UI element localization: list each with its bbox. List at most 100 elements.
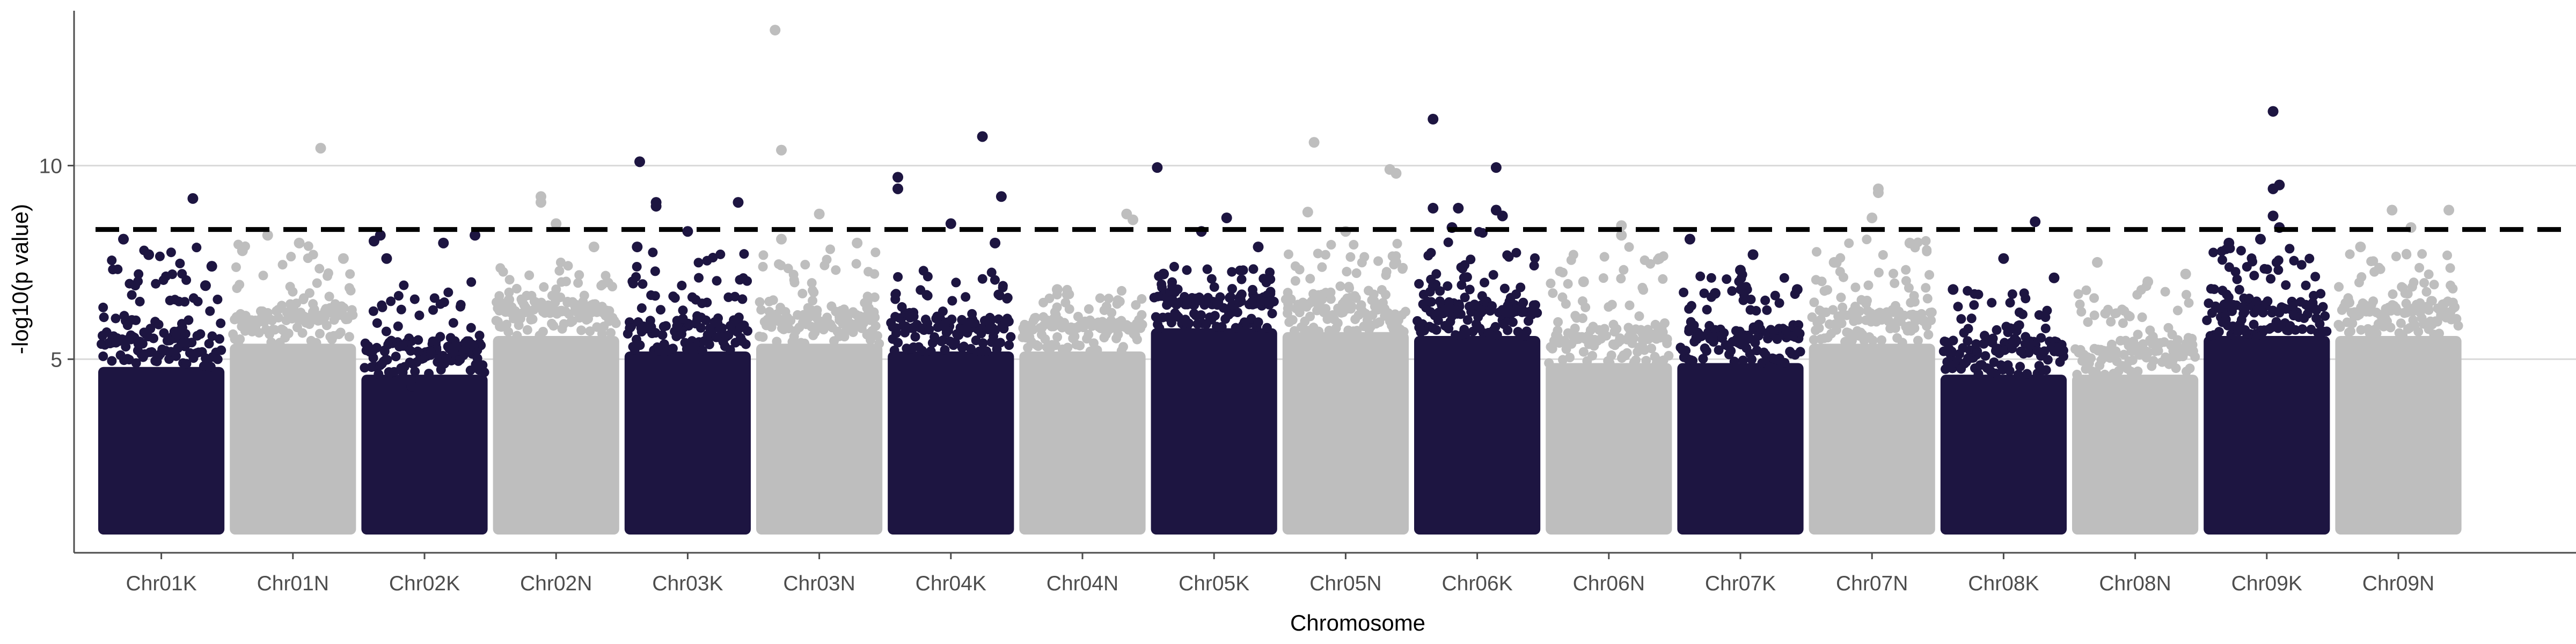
snp-point — [1391, 257, 1401, 267]
snp-point — [1828, 305, 1838, 315]
snp-point — [1518, 297, 1528, 308]
snp-point — [808, 286, 818, 296]
snp-point — [360, 338, 370, 348]
snp-point — [1283, 303, 1293, 313]
x-tick-label: Chr05K — [1179, 572, 1249, 595]
snp-point — [377, 302, 387, 312]
snp-point — [1184, 318, 1194, 328]
snp-point — [470, 230, 481, 241]
snp-point — [2372, 328, 2382, 339]
snp-point — [1418, 299, 1428, 309]
snp-point — [1042, 316, 1052, 326]
snp-point — [608, 282, 618, 292]
snp-point — [1265, 274, 1276, 284]
snp-point — [1349, 239, 1359, 250]
snp-point — [1623, 323, 1634, 333]
snp-point — [2180, 344, 2191, 354]
snp-point — [1455, 309, 1466, 319]
snp-point — [2303, 301, 2314, 311]
snp-point — [474, 331, 485, 341]
snp-point — [2073, 289, 2083, 299]
snp-point — [1867, 212, 1878, 223]
snp-point — [1658, 274, 1668, 284]
snp-point — [638, 279, 648, 289]
snp-point — [216, 318, 226, 328]
snp-point — [445, 333, 456, 343]
snp-point — [2421, 287, 2432, 297]
chromosome-Chr07K — [1675, 233, 1805, 535]
snp-point — [921, 290, 932, 300]
snp-point — [2266, 274, 2276, 284]
snp-point — [596, 281, 606, 291]
snp-point — [694, 273, 704, 283]
snp-point — [1734, 276, 1744, 287]
snp-point — [500, 304, 510, 314]
snp-point — [1335, 281, 1345, 291]
snp-point — [472, 353, 482, 363]
snp-point — [2369, 267, 2380, 277]
x-tick-label: Chr08K — [1968, 572, 2039, 595]
snp-point — [2256, 304, 2266, 314]
snp-point — [535, 197, 546, 208]
snp-point — [1855, 306, 1865, 316]
snp-point — [479, 367, 489, 377]
snp-point — [951, 277, 961, 288]
snp-point — [739, 249, 749, 259]
snp-point — [821, 315, 831, 325]
snp-point — [347, 305, 357, 315]
snp-point — [309, 304, 319, 314]
snp-point — [1836, 292, 1846, 303]
snp-point — [240, 311, 251, 321]
snp-point — [1084, 330, 1094, 340]
snp-point — [1987, 298, 1997, 308]
snp-point — [1546, 279, 1556, 289]
snp-point — [892, 183, 904, 194]
snp-point — [2137, 312, 2147, 323]
snp-point — [2086, 353, 2096, 363]
snp-point — [181, 275, 192, 285]
snp-point — [165, 335, 175, 346]
snp-point — [1795, 347, 1805, 357]
snp-point — [2160, 287, 2170, 297]
snp-point — [1877, 315, 1887, 325]
snp-point — [1746, 294, 1756, 304]
snp-point — [1380, 290, 1391, 300]
y-tick-label: 10 — [39, 155, 62, 178]
snp-point — [180, 329, 191, 339]
snp-point — [529, 304, 539, 314]
snp-point — [478, 360, 488, 370]
chromosome-Chr03N — [755, 25, 884, 535]
snp-point — [2320, 311, 2330, 321]
snp-point — [139, 327, 149, 338]
x-tick-label: Chr08N — [2099, 572, 2171, 595]
snp-point — [1443, 281, 1453, 291]
snp-point — [1433, 316, 1443, 326]
snp-point — [1578, 347, 1589, 357]
snp-point — [776, 144, 787, 156]
snp-point — [2391, 251, 2401, 261]
snp-point — [978, 338, 988, 348]
snp-point — [2236, 246, 2246, 256]
snp-point — [1132, 334, 1142, 345]
snp-point — [2346, 326, 2356, 336]
snp-point — [1454, 301, 1465, 311]
point-cloud — [230, 343, 356, 535]
snp-point — [324, 291, 334, 302]
snp-point — [2446, 280, 2456, 290]
snp-point — [2259, 264, 2270, 274]
snp-point — [2041, 365, 2051, 375]
snp-point — [1970, 289, 1980, 299]
snp-point — [2180, 268, 2191, 280]
snp-point — [1966, 313, 1977, 324]
snp-point — [1290, 276, 1300, 286]
snp-point — [2434, 305, 2445, 315]
snp-point — [1552, 335, 1562, 345]
snp-point — [677, 281, 687, 291]
snp-point — [2385, 323, 2396, 333]
snp-point — [1570, 323, 1580, 333]
snp-point — [1779, 273, 1789, 283]
snp-point — [2010, 324, 2021, 334]
snp-point — [1511, 247, 1521, 258]
snp-point — [737, 294, 748, 304]
snp-point — [1070, 323, 1080, 333]
